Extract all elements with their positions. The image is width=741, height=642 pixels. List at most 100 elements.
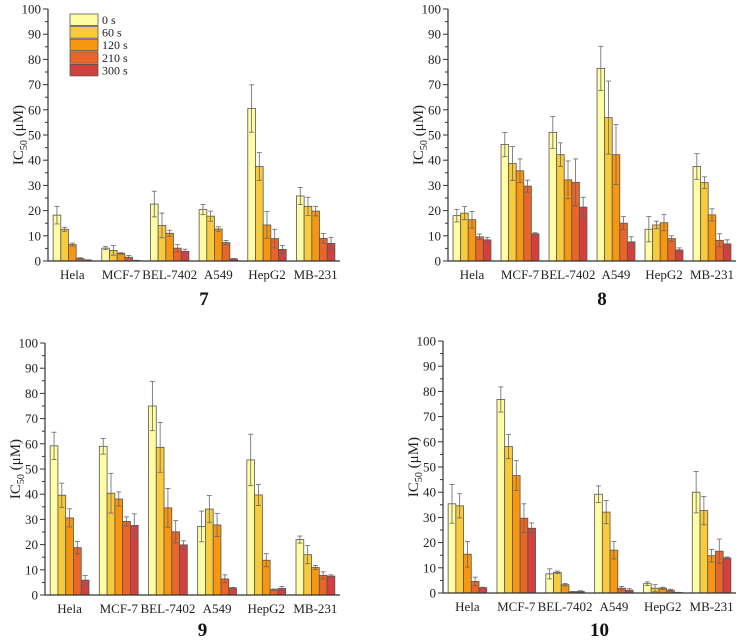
bar-A549-210s: [221, 242, 231, 262]
x-tick-label: BEL-7402: [538, 599, 593, 614]
y-tick-label: 40: [25, 487, 38, 502]
y-tick-label: 80: [423, 384, 436, 399]
y-label-unit: (μM): [11, 105, 27, 140]
y-axis-label: IC50 (μM): [411, 105, 430, 165]
y-tick-label: 60: [423, 434, 436, 449]
bar-Hela-60s: [455, 505, 464, 594]
panel-title: 9: [198, 620, 208, 641]
x-tick-label: Hela: [57, 601, 82, 616]
y-tick-label: 70: [28, 77, 41, 92]
y-tick-label: 60: [25, 436, 38, 451]
bar-MB-231-0s: [296, 195, 305, 262]
y-tick-label: 70: [428, 77, 441, 92]
y-tick-label: 10: [423, 560, 436, 575]
bar-MCF-7-60s: [504, 446, 513, 594]
y-axis-label: IC50 (μM): [11, 105, 30, 165]
bar-MCF-7-120s: [515, 170, 525, 262]
legend-swatch: [69, 51, 99, 64]
bar-Hela-0s: [452, 215, 462, 262]
y-tick-label: 0: [435, 254, 442, 269]
y-label-subscript: 50: [16, 474, 27, 484]
bar-MB-231-300s: [722, 557, 732, 594]
y-tick-label: 100: [22, 2, 42, 17]
y-label-subscript: 50: [19, 140, 30, 150]
bar-MCF-7-210s: [523, 185, 532, 262]
x-tick-label: MCF-7: [102, 267, 141, 282]
y-tick-label: 60: [28, 102, 41, 117]
bar-A549-120s: [214, 228, 223, 262]
x-tick-label: MCF-7: [497, 599, 536, 614]
x-tick-label: HepG2: [645, 267, 683, 282]
panel-title: 7: [199, 289, 209, 310]
y-tick-label: 100: [417, 334, 437, 349]
y-label-unit: (μM): [8, 439, 24, 474]
bar-HepG2-60s: [652, 224, 661, 262]
panel-7: Hela MCF-7 BEL-7402 A549 HepG2 MB-231 0 10 20 30 4…: [11, 2, 340, 310]
y-tick-label: 30: [428, 178, 441, 193]
x-tick-label: MCF-7: [100, 601, 139, 616]
bar-BEL-7402-300s: [179, 544, 188, 596]
bar-BEL-7402-120s: [165, 232, 174, 262]
x-tick-label: MB-231: [690, 267, 734, 282]
x-tick-label: A549: [203, 601, 232, 616]
y-tick-label: 100: [422, 2, 442, 17]
y-axis-label: IC50 (μM): [8, 439, 27, 499]
bar-Hela-60s: [57, 494, 67, 596]
legend-label: 0 s: [102, 13, 116, 27]
bar-MCF-7-300s: [530, 233, 540, 262]
panel-9: Hela MCF-7 BEL-7402 A549 HepG2 MB-231 0 10 20 30 4…: [8, 336, 340, 641]
bar-MB-231-120s: [707, 214, 717, 262]
bar-A549-0s: [596, 68, 606, 262]
bar-MCF-7-210s: [122, 521, 131, 596]
x-tick-label: MB-231: [690, 599, 734, 614]
y-tick-label: 80: [25, 386, 38, 401]
x-tick-label: HepG2: [644, 599, 682, 614]
x-tick-label: Hela: [455, 599, 480, 614]
bar-BEL-7402-0s: [148, 405, 157, 596]
y-label-subscript: 50: [414, 472, 425, 482]
y-label-main: IC: [11, 150, 27, 165]
x-tick-label: BEL-7402: [541, 267, 596, 282]
y-tick-label: 20: [428, 203, 441, 218]
y-tick-label: 40: [28, 153, 41, 168]
bar-A549-0s: [594, 493, 603, 594]
panel-title: 8: [597, 289, 607, 310]
x-tick-label: MB-231: [294, 267, 338, 282]
x-tick-label: BEL-7402: [142, 267, 197, 282]
y-tick-label: 90: [423, 359, 436, 374]
bar-BEL-7402-0s: [548, 132, 558, 262]
legend-swatch: [69, 13, 99, 26]
legend-label: 120 s: [102, 38, 128, 52]
y-tick-label: 40: [423, 485, 436, 500]
y-label-main: IC: [411, 150, 427, 165]
y-tick-label: 40: [428, 153, 441, 168]
y-tick-label: 20: [423, 535, 436, 550]
y-tick-label: 20: [25, 537, 38, 552]
bar-BEL-7402-60s: [556, 154, 565, 262]
x-tick-label: MCF-7: [501, 267, 540, 282]
x-tick-label: Hela: [60, 267, 85, 282]
bar-Hela-60s: [60, 228, 69, 262]
y-label-unit: (μM): [411, 105, 427, 140]
bar-A549-60s: [601, 511, 611, 594]
legend-label: 210 s: [102, 51, 128, 65]
x-tick-label: A549: [602, 267, 631, 282]
y-tick-label: 10: [428, 228, 441, 243]
bar-Hela-0s: [49, 445, 59, 596]
bar-HepG2-60s: [254, 494, 263, 596]
bar-MB-231-300s: [326, 575, 336, 596]
legend-swatch: [69, 64, 99, 77]
y-tick-label: 80: [428, 52, 441, 67]
y-tick-label: 50: [28, 128, 41, 143]
x-tick-label: A549: [599, 599, 628, 614]
y-tick-label: 20: [28, 203, 41, 218]
bar-Hela-210s: [73, 547, 82, 596]
y-tick-label: 60: [428, 102, 441, 117]
bar-MCF-7-0s: [101, 247, 110, 262]
y-tick-label: 30: [28, 178, 41, 193]
bar-MB-231-60s: [700, 182, 709, 262]
bar-Hela-60s: [460, 212, 469, 262]
y-axis-label: IC50 (μM): [406, 437, 425, 497]
bar-Hela-210s: [475, 236, 484, 262]
y-tick-label: 10: [25, 562, 38, 577]
